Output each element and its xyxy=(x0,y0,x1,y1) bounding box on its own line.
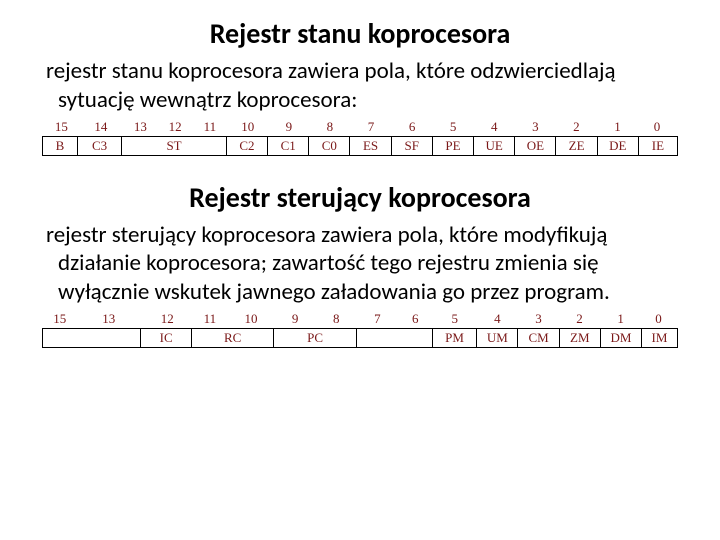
control-para: rejestr sterujący koprocesora zawiera po… xyxy=(54,221,678,307)
field-c3: C3 xyxy=(78,137,122,155)
bit-number: 12 xyxy=(158,119,193,135)
status-register-table: 1514131211109876543210 BC3STC2C1C0ESSFPE… xyxy=(42,119,678,156)
bit-number: 0 xyxy=(641,311,676,327)
field-im: IM xyxy=(642,329,677,347)
bit-number: 1 xyxy=(597,119,638,135)
bit-number: 11 xyxy=(193,311,228,327)
field-pe: PE xyxy=(433,137,474,155)
field-st: ST xyxy=(122,137,227,155)
field-reserved xyxy=(357,329,433,347)
field-c2: C2 xyxy=(227,137,268,155)
bit-number: 4 xyxy=(474,119,515,135)
bit-number: 10 xyxy=(227,311,274,327)
status-section: Rejestr stanu koprocesora rejestr stanu … xyxy=(42,16,678,156)
bit-number: 15 xyxy=(44,119,79,135)
field-de: DE xyxy=(598,137,639,155)
bit-number: 6 xyxy=(392,119,433,135)
bit-number: 12 xyxy=(142,311,193,327)
field-sf: SF xyxy=(392,137,433,155)
bit-number: 1 xyxy=(600,311,641,327)
field-ue: UE xyxy=(474,137,515,155)
bit-number: 11 xyxy=(192,119,227,135)
bit-number: 6 xyxy=(398,311,433,327)
bit-number: 9 xyxy=(268,119,309,135)
bit-number: 9 xyxy=(275,311,316,327)
bit-number: 2 xyxy=(559,311,600,327)
bit-number: 15 xyxy=(44,311,76,327)
field-es: ES xyxy=(350,137,391,155)
field-zm: ZM xyxy=(560,329,601,347)
control-bit-numbers: 15131211109876543210 xyxy=(42,311,678,327)
field-ie: IE xyxy=(639,137,677,155)
field-pm: PM xyxy=(433,329,477,347)
field-pc: PC xyxy=(274,329,356,347)
status-fields: BC3STC2C1C0ESSFPEUEOEZEDEIE xyxy=(42,136,678,156)
field-c0: C0 xyxy=(309,137,350,155)
control-section: Rejestr sterujący koprocesora rejestr st… xyxy=(42,180,678,348)
bit-number: 14 xyxy=(79,119,123,135)
bit-number: 13 xyxy=(123,119,158,135)
field-ic: IC xyxy=(141,329,192,347)
field-dm: DM xyxy=(601,329,642,347)
field-ze: ZE xyxy=(556,137,597,155)
field-um: UM xyxy=(477,329,518,347)
field-rc: RC xyxy=(192,329,274,347)
bit-number: 13 xyxy=(76,311,142,327)
field-cm: CM xyxy=(518,329,559,347)
bit-number: 7 xyxy=(357,311,398,327)
bit-number: 8 xyxy=(309,119,350,135)
bit-number: 5 xyxy=(433,119,474,135)
field-oe: OE xyxy=(515,137,556,155)
status-para: rejestr stanu koprocesora zawiera pola, … xyxy=(54,57,678,115)
status-title: Rejestr stanu koprocesora xyxy=(42,16,678,51)
bit-number: 0 xyxy=(638,119,676,135)
bit-number: 10 xyxy=(227,119,268,135)
control-register-table: 15131211109876543210 ICRCPCPMUMCMZMDMIM xyxy=(42,311,678,348)
field-c1: C1 xyxy=(268,137,309,155)
field-reserved xyxy=(43,329,141,347)
bit-number: 3 xyxy=(515,119,556,135)
bit-number: 8 xyxy=(316,311,357,327)
control-fields: ICRCPC PMUMCMZMDMIM xyxy=(42,328,678,348)
bit-number: 2 xyxy=(556,119,597,135)
bit-number: 5 xyxy=(433,311,477,327)
control-title: Rejestr sterujący koprocesora xyxy=(42,180,678,215)
bit-number: 7 xyxy=(350,119,391,135)
status-bit-numbers: 1514131211109876543210 xyxy=(42,119,678,135)
field-b: B xyxy=(43,137,78,155)
bit-number: 3 xyxy=(518,311,559,327)
bit-number: 4 xyxy=(477,311,518,327)
